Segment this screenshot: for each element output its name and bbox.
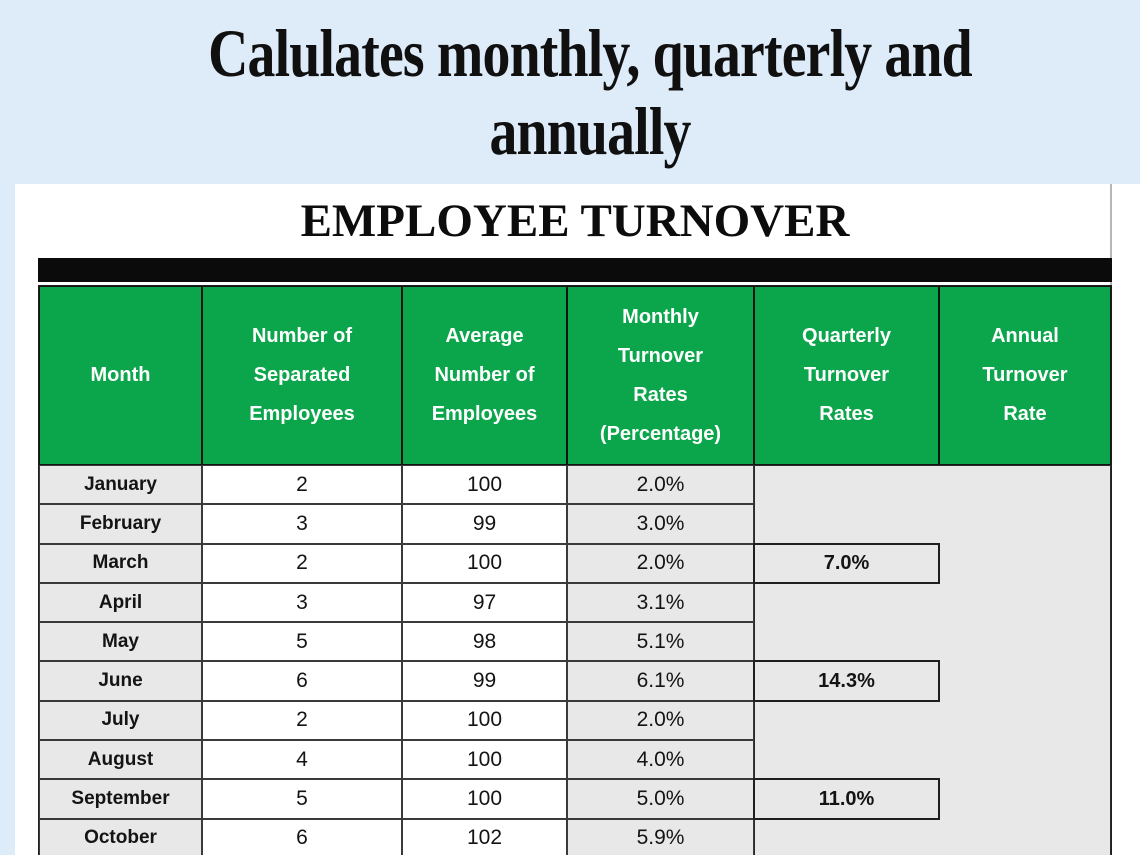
cell-separated-june: 6 bbox=[202, 661, 402, 701]
cell-monthly-april: 3.1% bbox=[567, 582, 754, 623]
column-header-separated: Number of Separated Employees bbox=[202, 286, 402, 465]
turnover-table: Month Number of Separated Employees Aver… bbox=[38, 285, 1112, 855]
cell-monthly-january: 2.0% bbox=[567, 465, 754, 505]
cell-average-february: 99 bbox=[402, 504, 567, 544]
cell-average-january: 100 bbox=[402, 465, 567, 505]
column-header-quarterly: Quarterly Turnover Rates bbox=[754, 286, 939, 465]
quarterly-rate-box-september: 11.0% bbox=[753, 778, 940, 820]
cell-month-august: August bbox=[39, 740, 202, 780]
cell-month-september: September bbox=[39, 779, 202, 819]
cell-average-june: 99 bbox=[402, 661, 567, 701]
cell-average-july: 100 bbox=[402, 700, 567, 741]
column-header-average: Average Number of Employees bbox=[402, 286, 567, 465]
cell-monthly-march: 2.0% bbox=[567, 543, 754, 583]
cell-monthly-july: 2.0% bbox=[567, 700, 754, 741]
cell-average-april: 97 bbox=[402, 582, 567, 623]
cell-monthly-february: 3.0% bbox=[567, 504, 754, 544]
cell-separated-september: 5 bbox=[202, 779, 402, 819]
cell-monthly-september: 5.0% bbox=[567, 779, 754, 819]
cell-average-march: 100 bbox=[402, 543, 567, 583]
cell-separated-april: 3 bbox=[202, 582, 402, 623]
cell-separated-march: 2 bbox=[202, 543, 402, 583]
cell-month-october: October bbox=[39, 818, 202, 855]
cell-monthly-may: 5.1% bbox=[567, 622, 754, 662]
cell-month-july: July bbox=[39, 700, 202, 741]
cell-average-august: 100 bbox=[402, 740, 567, 780]
cell-month-april: April bbox=[39, 582, 202, 623]
cell-average-may: 98 bbox=[402, 622, 567, 662]
cell-monthly-august: 4.0% bbox=[567, 740, 754, 780]
cell-month-may: May bbox=[39, 622, 202, 662]
column-header-month: Month bbox=[39, 286, 202, 465]
cell-separated-july: 2 bbox=[202, 700, 402, 741]
cell-monthly-october: 5.9% bbox=[567, 818, 754, 855]
column-header-annual: Annual Turnover Rate bbox=[939, 286, 1111, 465]
cell-separated-may: 5 bbox=[202, 622, 402, 662]
column-header-monthly: Monthly Turnover Rates (Percentage) bbox=[567, 286, 754, 465]
cell-separated-february: 3 bbox=[202, 504, 402, 544]
cell-month-february: February bbox=[39, 504, 202, 544]
table-top-black-bar bbox=[38, 258, 1112, 282]
cell-separated-august: 4 bbox=[202, 740, 402, 780]
quarterly-rate-box-june: 14.3% bbox=[753, 660, 940, 702]
cell-average-september: 100 bbox=[402, 779, 567, 819]
cell-month-january: January bbox=[39, 465, 202, 505]
cell-month-march: March bbox=[39, 543, 202, 583]
cell-month-june: June bbox=[39, 661, 202, 701]
quarterly-rate-box-march: 7.0% bbox=[753, 542, 940, 584]
banner-title: Calulates monthly, quarterly and annuall… bbox=[208, 15, 973, 169]
cell-monthly-june: 6.1% bbox=[567, 661, 754, 701]
sheet-title: EMPLOYEE TURNOVER bbox=[300, 195, 850, 247]
cell-separated-january: 2 bbox=[202, 465, 402, 505]
cell-separated-october: 6 bbox=[202, 818, 402, 855]
cell-average-october: 102 bbox=[402, 818, 567, 855]
